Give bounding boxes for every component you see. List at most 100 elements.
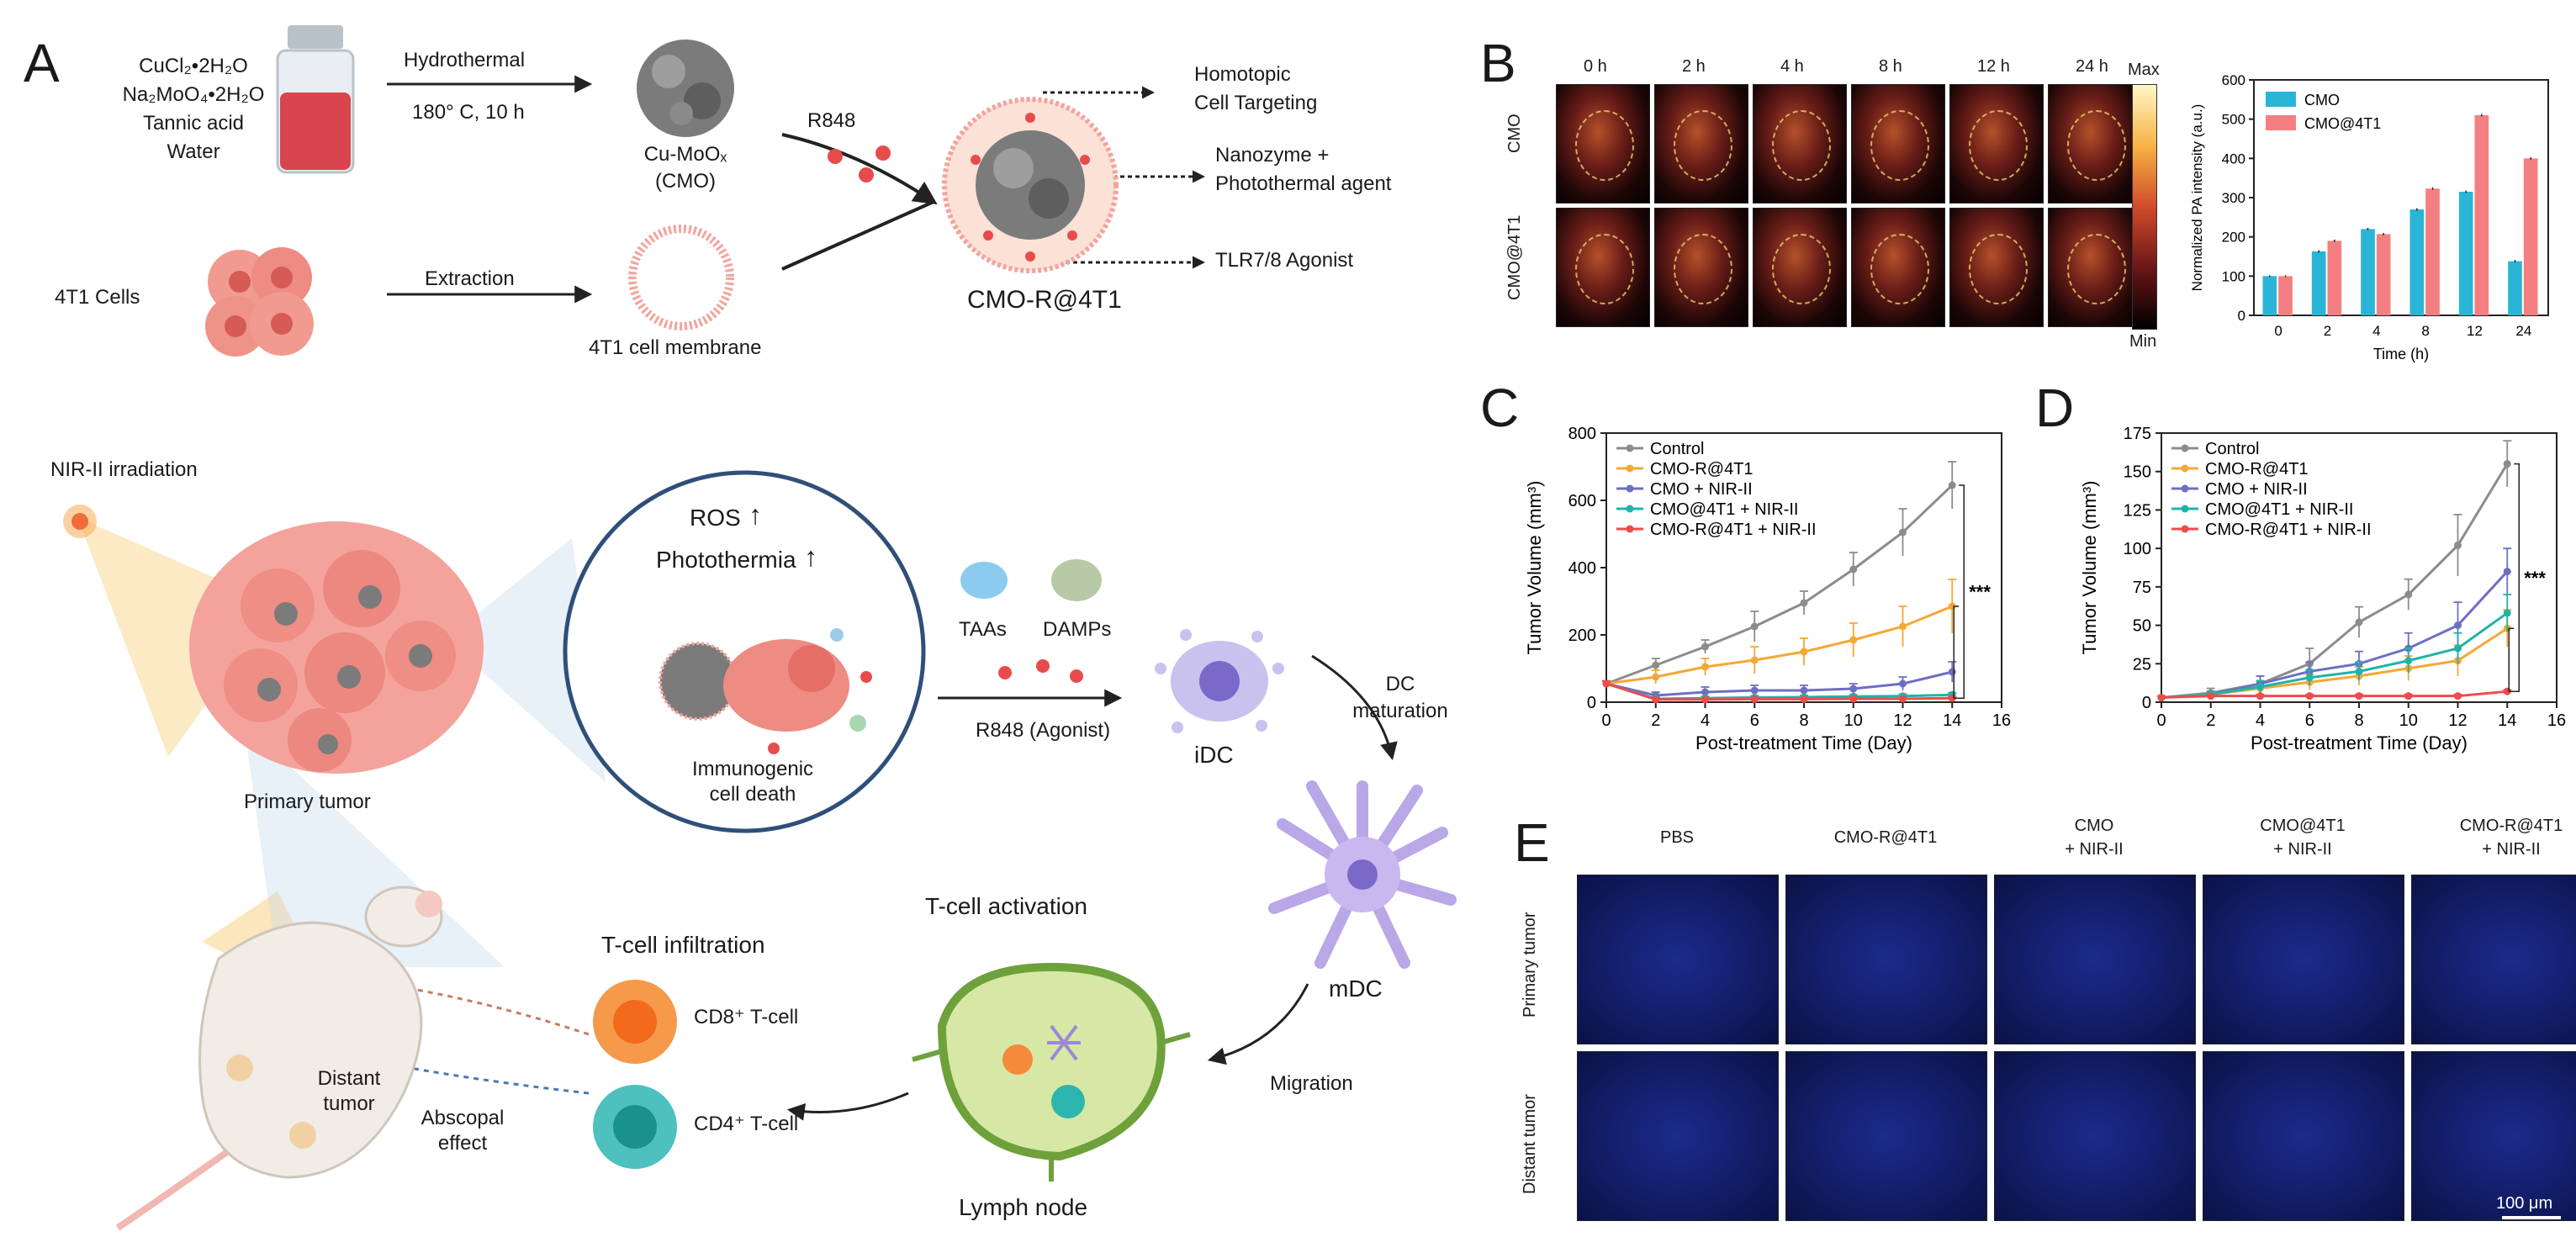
legend-marker [1626, 464, 1634, 473]
fluorescence-image-tile [2411, 875, 2576, 1044]
pa-image-tile [1654, 84, 1748, 204]
x-axis-label: Time (h) [2373, 346, 2429, 362]
legend-marker [2181, 505, 2189, 513]
data-point [2157, 694, 2166, 702]
nir-label: NIR-II irradiation [50, 458, 198, 481]
x-tick-label: 2 [1651, 711, 1660, 730]
y-tick-label: 50 [2133, 617, 2151, 636]
data-point [2355, 692, 2363, 701]
data-point [1750, 695, 1759, 703]
y-tick-label: 600 [1568, 492, 1596, 510]
legend-label: CMO + NIR-II [2205, 480, 2308, 499]
cd4-label: CD4⁺ T-cell [694, 1113, 799, 1135]
fluorescence-image-tile [1785, 1051, 1987, 1221]
column-label: CMO@4T1 + NIR-II [2203, 814, 2403, 861]
legend-label: CMO@4T1 + NIR-II [1650, 500, 1798, 519]
homotopic-line-2: Cell Targeting [1194, 92, 1318, 114]
column-label: PBS [1577, 826, 1777, 849]
tumor-outline [1969, 234, 2028, 304]
bar [2508, 261, 2522, 315]
x-tick-label: 16 [1992, 711, 2011, 730]
x-tick-label: 12 [2467, 323, 2483, 339]
x-tick-label: 2 [2324, 323, 2331, 339]
panel-letter-b: B [1480, 33, 1516, 93]
legend-marker [2181, 464, 2189, 473]
x-tick-label: 6 [2305, 711, 2314, 730]
data-point [1652, 661, 1660, 669]
mdc-label: mDC [1329, 975, 1383, 1002]
bar [2262, 276, 2277, 315]
fluorescence-image-tile [2203, 875, 2404, 1044]
distant-line-2: tumor [323, 1092, 375, 1115]
column-label-line: CMO [2074, 817, 2114, 835]
series-line [2161, 611, 2509, 700]
bar [2311, 251, 2326, 315]
primary-tumor-icon [189, 521, 484, 774]
x-tick-label: 12 [1893, 711, 1912, 730]
data-point [2355, 618, 2363, 626]
tcell-activation-label: T-cell activation [925, 893, 1087, 919]
y-tick-label: 600 [2222, 72, 2245, 88]
lymph-node-label: Lymph node [959, 1194, 1088, 1220]
legend-label: CMO@4T1 [2304, 115, 2381, 132]
data-point [1800, 695, 1808, 703]
bar [2409, 209, 2425, 315]
x-tick-label: 16 [2547, 711, 2566, 730]
x-tick-label: 4 [1701, 711, 1710, 730]
homotopic-label: Homotopic Cell Targeting [1194, 61, 1317, 118]
cell-membrane-icon [628, 225, 734, 330]
time-label: 4 h [1780, 57, 1804, 76]
x-tick-label: 10 [2399, 711, 2418, 730]
fluorescence-image-tile [1577, 875, 1779, 1044]
panel-letter-e: E [1514, 812, 1550, 873]
data-point [1800, 648, 1808, 656]
data-point [1899, 528, 1907, 537]
y-tick-label: 300 [2222, 190, 2245, 206]
significance-bracket [1959, 484, 1965, 699]
significance-bracket [2514, 463, 2520, 692]
legend-marker [1626, 525, 1634, 533]
taas-label: TAAs [959, 618, 1007, 641]
x-tick-label: 10 [1844, 711, 1863, 730]
pa-image-tile [1753, 208, 1847, 327]
legend-label: Control [1650, 440, 1704, 458]
column-label: CMO-R@4T1 [1785, 826, 1986, 849]
y-axis-label: Tumor Volume (mm³) [2079, 481, 2100, 655]
tumor-outline [1870, 110, 1929, 181]
data-point [2503, 609, 2511, 617]
pa-image-tile [2048, 208, 2142, 327]
mouse-icon [115, 886, 443, 1231]
x-tick-label: 14 [2498, 711, 2516, 730]
column-label-line: CMO@4T1 [2260, 817, 2346, 835]
data-point [1750, 622, 1759, 631]
tumor-outline [1674, 234, 1732, 304]
x-tick-label: 0 [2156, 711, 2166, 730]
legend-swatch [2266, 92, 2296, 107]
ros-label: ROS [690, 505, 741, 531]
legend-marker [1626, 444, 1634, 452]
y-tick-label: 175 [2124, 425, 2151, 443]
scale-bar-label: 100 μm [2496, 1194, 2553, 1213]
data-point [2256, 683, 2264, 691]
bar [2458, 192, 2473, 315]
lymph-node-icon [912, 962, 1191, 1182]
data-point [1849, 636, 1858, 644]
data-point [1899, 622, 1907, 631]
y-axis-label: Tumor Volume (mm³) [1524, 481, 1545, 655]
data-point [1750, 656, 1759, 664]
y-tick-label: 100 [2222, 268, 2245, 284]
data-point [1800, 599, 1808, 607]
x-tick-label: 0 [1601, 711, 1611, 730]
data-point [1899, 679, 1907, 688]
data-point [1899, 695, 1907, 703]
data-point [1602, 679, 1611, 688]
data-point [1948, 668, 1956, 676]
extraction-label: Extraction [425, 267, 515, 290]
legend-label: CMO-R@4T1 + NIR-II [2205, 521, 2372, 539]
column-label: CMO-R@4T1 + NIR-II [2411, 814, 2576, 861]
y-tick-label: 500 [2222, 112, 2245, 128]
pa-image-tile [1949, 84, 2044, 204]
cells-label: 4T1 Cells [55, 286, 140, 309]
product-label: CMO-R@4T1 [967, 286, 1122, 314]
bar [2327, 241, 2342, 315]
